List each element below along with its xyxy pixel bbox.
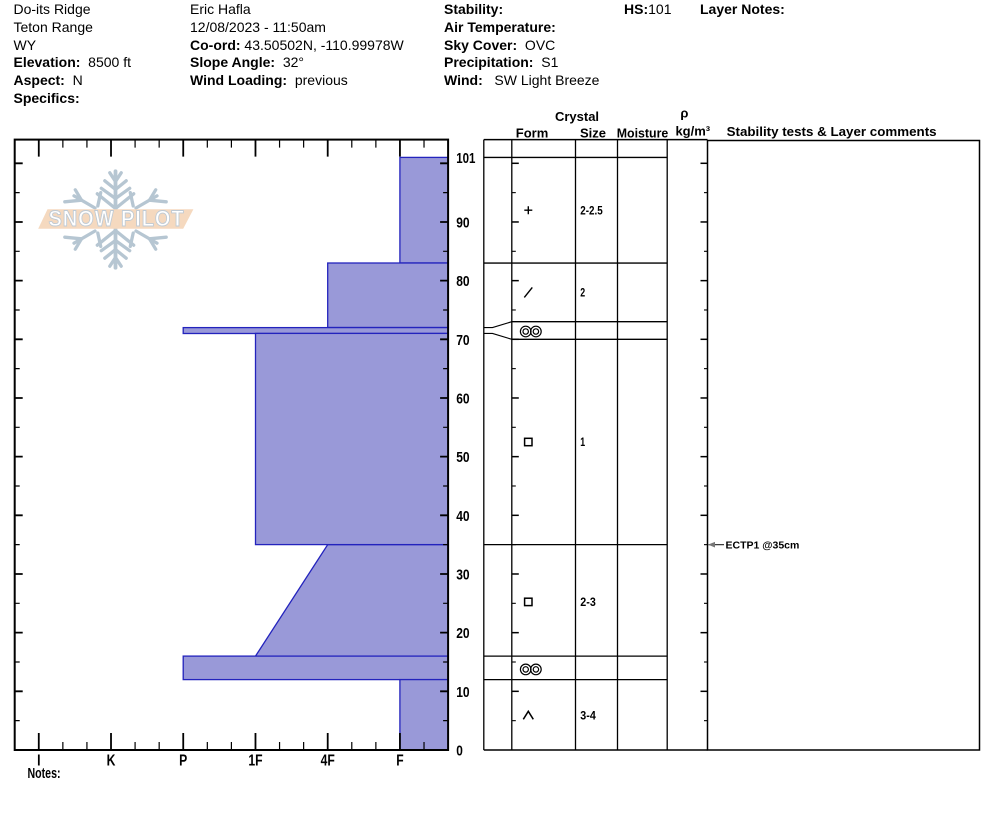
svg-text:Form: Form [516, 126, 549, 141]
svg-text:kg/m³: kg/m³ [675, 124, 710, 139]
svg-text:40: 40 [456, 509, 469, 525]
svg-text:SNOW PILOT: SNOW PILOT [49, 206, 185, 231]
svg-text:80: 80 [456, 274, 469, 290]
svg-text:2-2.5: 2-2.5 [580, 205, 603, 217]
svg-text:2: 2 [580, 288, 585, 300]
svg-text:30: 30 [456, 568, 469, 584]
svg-text:4F: 4F [321, 753, 335, 770]
svg-text:90: 90 [456, 216, 469, 232]
svg-text:1: 1 [580, 437, 585, 449]
svg-text:70: 70 [456, 333, 469, 349]
svg-text:Size: Size [580, 126, 606, 141]
svg-text:F: F [396, 753, 404, 770]
svg-text:3-4: 3-4 [580, 711, 596, 723]
svg-text:2-3: 2-3 [580, 597, 596, 609]
svg-text:Notes:: Notes: [28, 765, 61, 782]
svg-text:K: K [107, 753, 116, 770]
svg-text:1F: 1F [248, 753, 262, 770]
svg-text:60: 60 [456, 392, 469, 408]
svg-text:101: 101 [456, 151, 475, 167]
svg-text:10: 10 [456, 685, 469, 701]
svg-text:20: 20 [456, 626, 469, 642]
svg-text:50: 50 [456, 450, 469, 466]
svg-text:ECTP1 @35cm: ECTP1 @35cm [726, 539, 800, 551]
svg-text:Crystal: Crystal [555, 109, 599, 124]
svg-text:Moisture: Moisture [617, 126, 669, 141]
svg-text:ρ: ρ [680, 106, 688, 121]
svg-text:Stability tests & Layer commen: Stability tests & Layer comments [727, 124, 937, 139]
svg-text:0: 0 [456, 744, 463, 760]
svg-text:I: I [37, 753, 40, 770]
svg-text:P: P [179, 753, 187, 770]
